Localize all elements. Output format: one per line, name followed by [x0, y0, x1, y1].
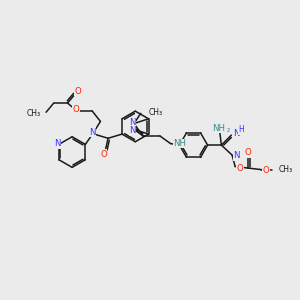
Text: NH: NH: [173, 139, 187, 148]
Text: N: N: [54, 139, 61, 148]
Text: O: O: [74, 87, 81, 96]
Text: CH₃: CH₃: [278, 165, 292, 174]
Text: N: N: [88, 128, 95, 137]
Text: N: N: [129, 126, 136, 135]
Text: O: O: [100, 150, 107, 159]
Text: O: O: [245, 148, 251, 158]
Text: N: N: [234, 152, 240, 160]
Text: N: N: [233, 130, 240, 139]
Text: H: H: [238, 125, 244, 134]
Text: CH₃: CH₃: [149, 108, 163, 117]
Text: O: O: [236, 164, 243, 172]
Text: N: N: [129, 118, 136, 127]
Text: NH: NH: [212, 124, 225, 133]
Text: O: O: [72, 105, 79, 114]
Text: O: O: [262, 166, 269, 175]
Text: ₂: ₂: [226, 125, 230, 134]
Text: CH₃: CH₃: [27, 109, 41, 118]
